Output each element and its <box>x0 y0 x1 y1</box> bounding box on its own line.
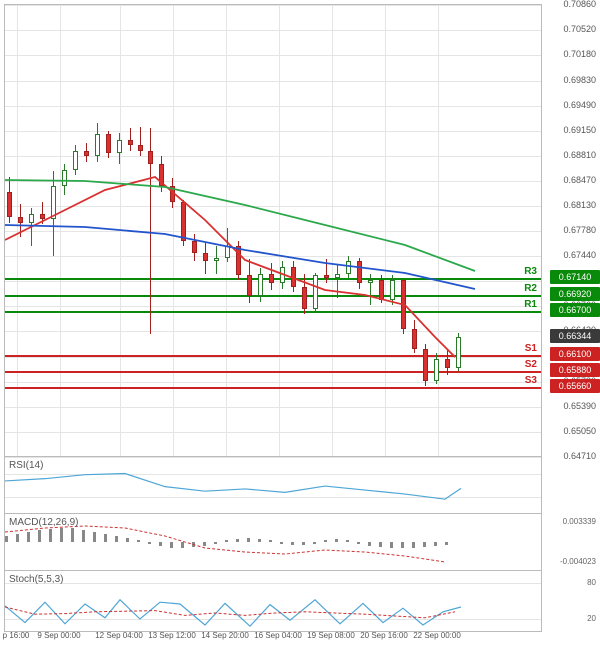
y-tick: 0.65390 <box>546 402 596 411</box>
y-tick: 0.70860 <box>546 0 596 9</box>
resistance-price-R2: 0.66920 <box>550 287 600 301</box>
x-tick: 9 Sep 00:00 <box>37 631 80 640</box>
x-tick: 13 Sep 12:00 <box>148 631 196 640</box>
stoch-k-line <box>5 600 461 626</box>
x-tick: 20 Sep 16:00 <box>360 631 408 640</box>
y-tick: 0.70520 <box>546 25 596 34</box>
macd-label: MACD(12,26,9) <box>9 517 78 528</box>
chart-container: R1R2R3S1S2S3 RSI(14) MACD(12,26,9) Stoch… <box>4 4 542 632</box>
ma-green <box>5 180 475 271</box>
support-price-S1: 0.66100 <box>550 347 600 361</box>
y-tick: 0.68130 <box>546 201 596 210</box>
y-tick: 0.70180 <box>546 50 596 59</box>
x-tick: 14 Sep 20:00 <box>201 631 249 640</box>
y-tick: 0.68810 <box>546 151 596 160</box>
resistance-price-R3: 0.67140 <box>550 270 600 284</box>
ma-blue <box>5 225 475 289</box>
y-tick: 0.69830 <box>546 76 596 85</box>
y-tick: 0.69150 <box>546 126 596 135</box>
x-tick: 19 Sep 08:00 <box>307 631 355 640</box>
main-price-chart[interactable]: R1R2R3S1S2S3 <box>5 5 541 457</box>
x-tick: 22 Sep 00:00 <box>413 631 461 640</box>
rsi-line <box>5 474 461 500</box>
stoch-panel[interactable]: Stoch(5,5,3) <box>5 571 541 631</box>
stoch-label: Stoch(5,5,3) <box>9 574 63 585</box>
y-tick: 0.64710 <box>546 452 596 461</box>
x-tick: 12 Sep 04:00 <box>95 631 143 640</box>
macd-panel[interactable]: MACD(12,26,9) <box>5 514 541 571</box>
current-price-label: 0.66344 <box>550 329 600 343</box>
macd-signal <box>5 526 445 562</box>
y-tick: 0.65050 <box>546 427 596 436</box>
y-tick: 0.67780 <box>546 226 596 235</box>
x-tick: p 16:00 <box>3 631 30 640</box>
resistance-price-R1: 0.66700 <box>550 303 600 317</box>
support-price-S2: 0.65880 <box>550 363 600 377</box>
y-tick: 0.68470 <box>546 176 596 185</box>
y-tick: 0.67440 <box>546 251 596 260</box>
rsi-label: RSI(14) <box>9 460 43 471</box>
x-tick: 16 Sep 04:00 <box>254 631 302 640</box>
y-tick: 0.69490 <box>546 101 596 110</box>
support-price-S3: 0.65660 <box>550 379 600 393</box>
time-x-axis: p 16:00 9 Sep 00:00 12 Sep 04:00 13 Sep 12:… <box>4 631 542 643</box>
rsi-panel[interactable]: RSI(14) <box>5 457 541 514</box>
ma-red <box>5 177 455 357</box>
